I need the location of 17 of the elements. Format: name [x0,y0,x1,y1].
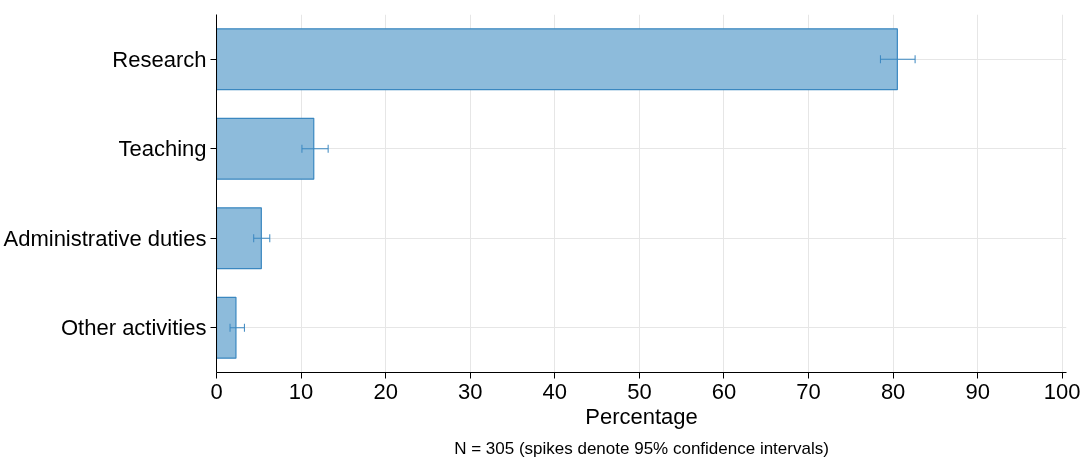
x-tick-label: 30 [458,378,483,404]
y-tick-label: Other activities [61,315,207,341]
x-tick-label: 20 [373,378,398,404]
x-axis-title: Percentage [585,403,698,429]
y-tick-label: Research [112,46,207,72]
y-tick-label: Administrative duties [3,225,207,251]
x-tick-label: 90 [965,378,990,404]
text: N = 305 (spikes denote 95% confidence intervals) [454,438,829,458]
x-tick-label: 10 [288,378,314,404]
x-tick-label: 100 [1043,378,1081,404]
x-tick-label: 50 [627,378,652,404]
x-tick-label: 80 [880,378,906,404]
y-tick-label: Teaching [118,136,207,162]
x-tick-label: 70 [796,378,821,404]
x-tick-label: 0 [210,378,223,404]
x-tick-label: 60 [711,378,737,404]
x-tick-label: 40 [542,378,568,404]
